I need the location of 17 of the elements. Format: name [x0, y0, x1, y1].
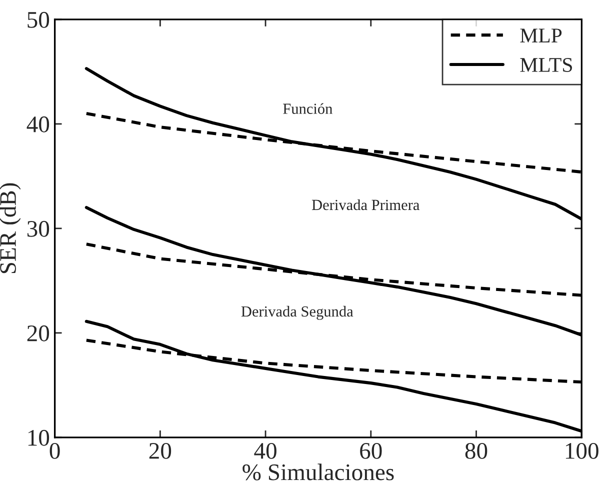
x-tick-label: 100: [566, 442, 598, 459]
x-tick-label: 60: [360, 442, 382, 459]
x-tick-label: 80: [465, 442, 488, 459]
y-tick-label: 50: [28, 12, 50, 28]
x-tick-label: 20: [149, 442, 172, 459]
y-tick-label: 40: [26, 116, 50, 132]
x-axis-title: % Simulaciones: [242, 464, 394, 480]
annotation: Función: [283, 103, 332, 114]
annotation: Derivada Segunda: [241, 306, 354, 320]
legend-label: MLP: [520, 28, 562, 42]
y-tick-label: 30: [27, 220, 50, 237]
y-tick-label: 20: [27, 325, 50, 342]
legend-label: MLTS: [520, 58, 572, 72]
x-tick-label: 0: [50, 442, 60, 459]
y-tick-label: 10: [28, 430, 50, 446]
x-tick-label: 40: [254, 442, 276, 459]
annotation: Derivada Primera: [312, 199, 420, 210]
